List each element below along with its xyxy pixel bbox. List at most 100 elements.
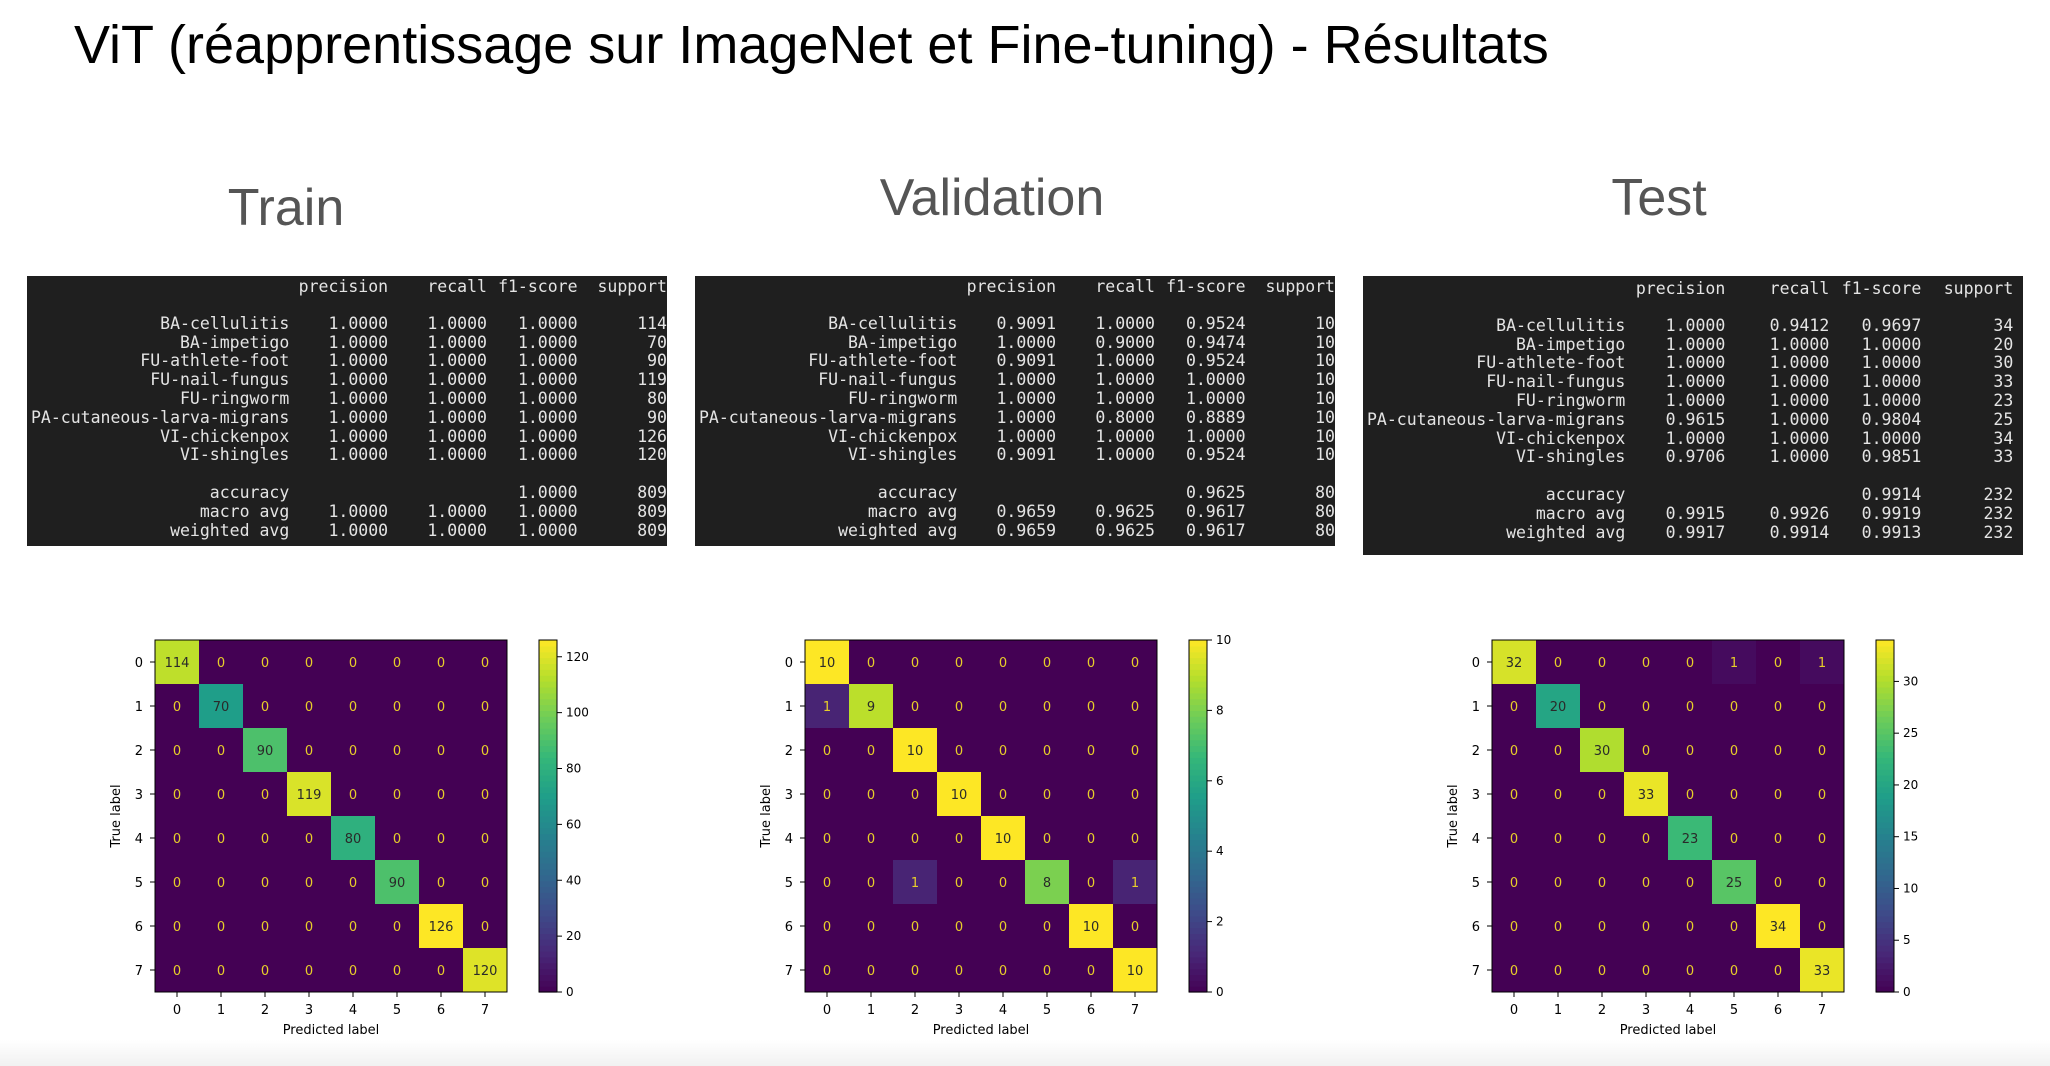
cell-value-label: 0 bbox=[1510, 920, 1518, 935]
cell-value-label: 0 bbox=[1686, 744, 1694, 759]
cell-value-label: 0 bbox=[1642, 700, 1650, 715]
colorbar-segment bbox=[1876, 909, 1894, 917]
report-value: 80 bbox=[1315, 520, 1335, 540]
cell-value-label: 0 bbox=[173, 964, 181, 979]
colorbar-segment bbox=[1189, 728, 1207, 735]
cell-value-label: 0 bbox=[173, 788, 181, 803]
cell-value-label: 0 bbox=[823, 964, 831, 979]
cell-value-label: 0 bbox=[911, 700, 919, 715]
cell-value-label: 80 bbox=[345, 832, 362, 847]
matrix-cell bbox=[375, 772, 419, 816]
matrix-cell bbox=[287, 728, 331, 772]
report-summary-label: accuracy bbox=[877, 482, 958, 502]
matrix-cell bbox=[893, 772, 937, 816]
cell-value-label: 0 bbox=[1554, 920, 1562, 935]
x-axis-label: Predicted label bbox=[933, 1023, 1030, 1038]
colorbar-segment bbox=[1876, 892, 1894, 899]
matrix-cell bbox=[1580, 772, 1624, 816]
cell-value-label: 32 bbox=[1506, 656, 1523, 671]
report-value: 0.9091 bbox=[996, 351, 1057, 371]
matrix-frame bbox=[804, 639, 1158, 993]
cell-value-label: 0 bbox=[481, 656, 489, 671]
colorbar-segment bbox=[1876, 698, 1894, 706]
cell-value-label: 0 bbox=[1131, 744, 1139, 759]
matrix-cell bbox=[1668, 772, 1712, 816]
cell-value-label: 0 bbox=[1510, 964, 1518, 979]
matrix-cell bbox=[287, 640, 331, 684]
cell-value-label: 0 bbox=[1043, 964, 1051, 979]
cell-value-label: 0 bbox=[261, 920, 269, 935]
report-header-blank bbox=[1367, 280, 1625, 317]
colorbar-segment bbox=[1876, 816, 1894, 823]
report-value: 1.0000 bbox=[1769, 447, 1830, 467]
matrix-cell bbox=[805, 684, 849, 728]
cell-value-label: 0 bbox=[349, 920, 357, 935]
cell-value-label: 1 bbox=[823, 700, 831, 715]
cell-value-label: 0 bbox=[305, 920, 313, 935]
cell-value-label: 0 bbox=[1642, 964, 1650, 979]
cell-value-label: 0 bbox=[1774, 964, 1782, 979]
report-header-support: support bbox=[1265, 277, 1335, 296]
colorbar-segment bbox=[1876, 974, 1894, 981]
report-value: 120 bbox=[637, 445, 667, 465]
matrix-cell bbox=[463, 684, 507, 728]
y-tick-label: 3 bbox=[135, 788, 143, 803]
report-value: 0.9615 bbox=[1665, 409, 1726, 429]
colorbar-segment bbox=[539, 763, 557, 770]
matrix-cell bbox=[1492, 816, 1536, 860]
cell-value-label: 0 bbox=[1131, 656, 1139, 671]
colorbar-segment bbox=[539, 921, 557, 929]
cell-value-label: 0 bbox=[481, 832, 489, 847]
matrix-cell bbox=[849, 640, 893, 684]
cell-value-label: 70 bbox=[213, 700, 230, 715]
report-row: VI-shingles 1.0000 1.0000 1.0000 120 bbox=[31, 446, 667, 465]
colorbar-segment bbox=[539, 745, 557, 753]
colorbar-segment bbox=[539, 798, 557, 805]
report-value: 1.0000 bbox=[996, 370, 1057, 390]
colorbar-segment bbox=[539, 816, 557, 823]
cell-value-label: 0 bbox=[305, 700, 313, 715]
matrix-cell bbox=[287, 772, 331, 816]
report-value: 1.0000 bbox=[1861, 428, 1922, 448]
matrix-cell bbox=[1756, 860, 1800, 904]
report-value: 1.0000 bbox=[427, 313, 487, 333]
report-value: 126 bbox=[637, 426, 667, 446]
matrix-cell bbox=[1800, 728, 1844, 772]
cell-value-label: 0 bbox=[173, 920, 181, 935]
report-value: 0.9659 bbox=[996, 520, 1057, 540]
cell-value-label: 0 bbox=[261, 788, 269, 803]
cell-value-label: 0 bbox=[1131, 920, 1139, 935]
x-tick-label: 7 bbox=[481, 1003, 489, 1018]
colorbar-tick-label: 60 bbox=[566, 817, 581, 831]
panel-title-validation: Validation bbox=[879, 169, 1105, 227]
matrix-cell bbox=[1069, 860, 1113, 904]
report-value: 1.0000 bbox=[328, 426, 389, 446]
matrix-cell bbox=[199, 904, 243, 948]
cell-value-label: 0 bbox=[217, 964, 225, 979]
x-tick-label: 3 bbox=[305, 1003, 313, 1018]
report-value: 33 bbox=[1993, 372, 2014, 392]
colorbar-segment bbox=[1189, 739, 1207, 747]
matrix-cell bbox=[243, 772, 287, 816]
report-value: 1.0000 bbox=[328, 501, 389, 521]
cell-value-label: 30 bbox=[1594, 744, 1611, 759]
colorbar-segment bbox=[1189, 669, 1207, 676]
cell-value-label: 0 bbox=[955, 700, 963, 715]
matrix-cell bbox=[805, 904, 849, 948]
colorbar-segment bbox=[539, 675, 557, 682]
classification-report-train: precision recall f1-score support BA-celluli… bbox=[27, 276, 667, 546]
colorbar-tick-label: 6 bbox=[1216, 774, 1224, 788]
cell-value-label: 9 bbox=[867, 700, 875, 715]
colorbar-segment bbox=[1876, 722, 1894, 729]
colorbar-segment bbox=[539, 681, 557, 688]
cell-value-label: 0 bbox=[1598, 656, 1606, 671]
colorbar-tick-label: 4 bbox=[1216, 844, 1224, 858]
report-table: precision recall f1-score support BA-celluli… bbox=[1367, 279, 2014, 542]
report-value: 80 bbox=[647, 388, 667, 408]
report-header-recall: recall bbox=[427, 277, 487, 296]
report-value: 0.9914 bbox=[1769, 522, 1830, 542]
colorbar-segment bbox=[1189, 751, 1207, 758]
matrix-cell bbox=[199, 684, 243, 728]
report-value: 1.0000 bbox=[328, 445, 389, 465]
colorbar-segment bbox=[1189, 780, 1207, 788]
